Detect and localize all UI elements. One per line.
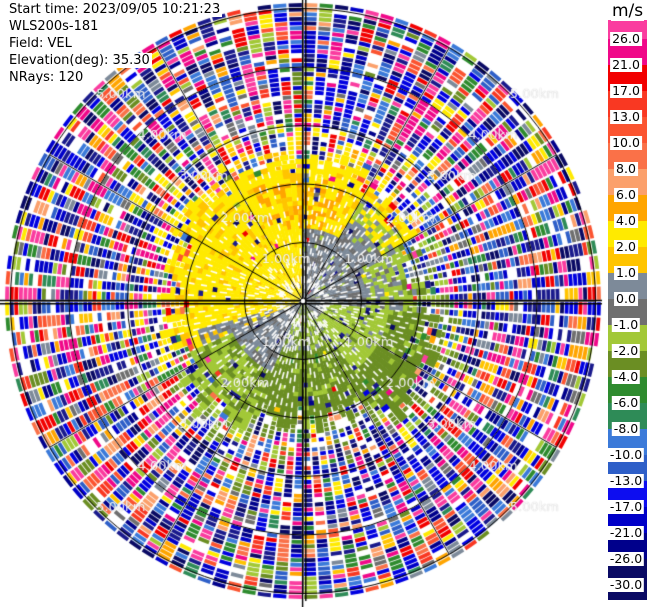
colorbar-tick-label: -2.0 <box>611 343 641 359</box>
colorbar-tick-label: -4.0 <box>611 369 641 385</box>
colorbar-tick-label: -17.0 <box>607 499 645 515</box>
colorbar-tick-label: -21.0 <box>607 525 645 541</box>
colorbar-tick-label: 8.0 <box>614 161 638 177</box>
nrays-label: NRays: 120 <box>8 70 86 85</box>
colorbar-tick-label: 21.0 <box>610 57 642 73</box>
colorbar-tick-label: -1.0 <box>611 317 641 333</box>
colorbar-tick-label: 26.0 <box>610 31 642 47</box>
colorbar-tick-label: 13.0 <box>610 109 642 125</box>
instrument-label: WLS200s-181 <box>8 19 101 34</box>
colorbar-tick-label: -6.0 <box>611 395 641 411</box>
colorbar-tick-label: -10.0 <box>607 447 645 463</box>
colorbar-tick-label: -26.0 <box>607 551 645 567</box>
plot-info-block: Start time: 2023/09/05 10:21:23 WLS200s-… <box>8 2 223 87</box>
colorbar-tick-label: -30.0 <box>607 577 645 593</box>
start-time-label: Start time: 2023/09/05 10:21:23 <box>8 2 223 17</box>
colorbar-tick-label: 4.0 <box>614 213 638 229</box>
colorbar-tick-label: 1.0 <box>614 265 638 281</box>
colorbar-tick-label: -13.0 <box>607 473 645 489</box>
colorbar-units-label: m/s <box>611 1 645 21</box>
colorbar-tick-label: -8.0 <box>611 421 641 437</box>
colorbar-tick-label: 2.0 <box>614 239 638 255</box>
colorbar-tick-label: 10.0 <box>610 135 642 151</box>
elevation-label: Elevation(deg): 35.30 <box>8 53 152 68</box>
colorbar-tick-label: 0.0 <box>614 291 638 307</box>
colorbar-tick-label: 6.0 <box>614 187 638 203</box>
field-label: Field: VEL <box>8 36 74 51</box>
colorbar-tick-label: 17.0 <box>610 83 642 99</box>
